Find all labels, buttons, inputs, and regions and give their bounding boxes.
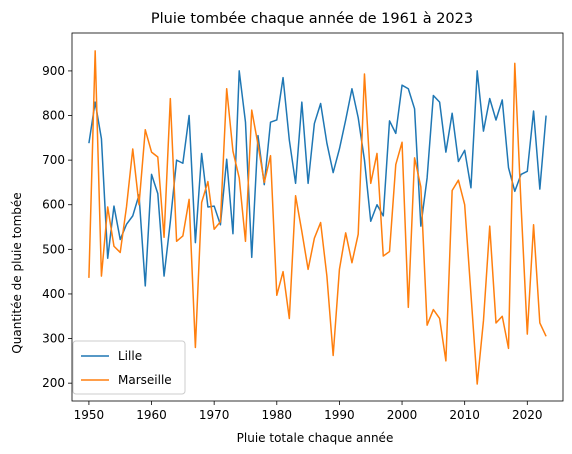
series-line-lille xyxy=(88,70,547,287)
x-tick-label: 1950 xyxy=(74,408,105,422)
legend-label-lille: Lille xyxy=(118,349,142,363)
x-tick-label: 1980 xyxy=(262,408,293,422)
x-tick-label: 2010 xyxy=(449,408,480,422)
y-tick-label: 300 xyxy=(42,332,65,346)
x-tick-label: 1990 xyxy=(324,408,355,422)
x-axis-ticks: 1950 1960 1970 1980 1990 2000 2010 2020 xyxy=(74,401,543,422)
x-axis-label: Pluie totale chaque année xyxy=(237,431,394,445)
x-tick-label: 2000 xyxy=(387,408,418,422)
y-tick-label: 600 xyxy=(42,198,65,212)
series-layer xyxy=(88,50,547,385)
y-tick-label: 500 xyxy=(42,242,65,256)
chart-title: Pluie tombée chaque année de 1961 à 2023 xyxy=(151,11,473,27)
legend: Lille Marseille xyxy=(72,340,186,395)
y-axis-ticks: 200 300 400 500 600 700 800 900 xyxy=(42,64,72,390)
x-tick-label: 1970 xyxy=(199,408,230,422)
x-tick-label: 1960 xyxy=(136,408,167,422)
legend-label-marseille: Marseille xyxy=(118,373,172,387)
plot-area xyxy=(71,32,564,402)
y-tick-label: 700 xyxy=(42,153,65,167)
series-line-marseille xyxy=(88,50,547,385)
y-axis-label: Quantitée de pluie tombée xyxy=(10,192,24,353)
y-tick-label: 900 xyxy=(42,64,65,78)
y-tick-label: 800 xyxy=(42,109,65,123)
y-tick-label: 200 xyxy=(42,376,65,390)
plot-frame xyxy=(71,32,564,402)
y-tick-label: 400 xyxy=(42,287,65,301)
x-tick-label: 2020 xyxy=(512,408,543,422)
